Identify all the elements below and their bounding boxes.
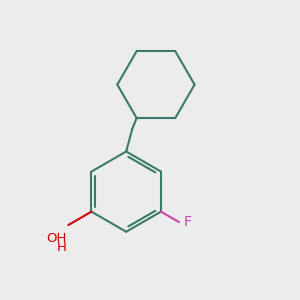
Text: H: H [57, 242, 67, 254]
Text: OH: OH [46, 232, 67, 245]
Text: F: F [183, 215, 191, 229]
